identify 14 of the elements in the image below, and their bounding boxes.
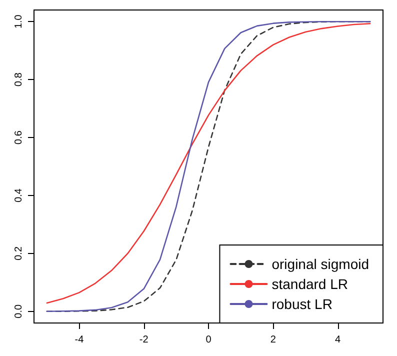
x-tick-label: -4 xyxy=(74,334,84,346)
x-tick-label: 4 xyxy=(334,334,341,346)
legend-label: robust LR xyxy=(272,296,332,312)
legend-label: standard LR xyxy=(272,276,348,292)
y-tick-label: 0.4 xyxy=(14,188,24,202)
x-tick-label: -2 xyxy=(139,334,149,346)
y-tick-label: 1.0 xyxy=(14,14,24,29)
x-tick-label: 2 xyxy=(270,334,276,346)
y-tick-label: 0.6 xyxy=(14,130,24,144)
y-tick-label: 0.0 xyxy=(14,304,24,318)
y-tick-label: 0.2 xyxy=(14,246,24,260)
legend-label: original sigmoid xyxy=(272,256,370,272)
y-tick-label: 0.8 xyxy=(14,72,24,87)
x-tick-label: 0 xyxy=(206,334,212,346)
